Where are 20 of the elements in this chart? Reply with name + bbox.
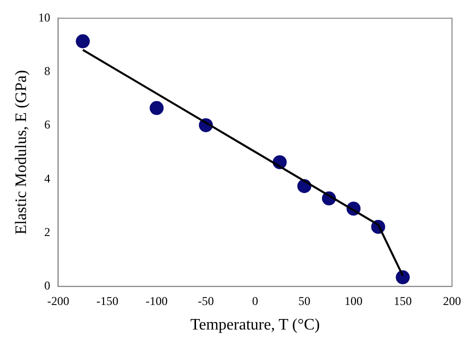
x-tick-label: 150 (394, 294, 412, 308)
x-tick-label: -150 (96, 294, 118, 308)
y-tick-label: 4 (44, 171, 50, 186)
x-tick-label: 200 (443, 294, 461, 308)
y-tick-label: 10 (38, 10, 50, 24)
y-tick-label: 6 (44, 118, 50, 132)
point (76, 34, 90, 48)
x-tick-label: -100 (146, 294, 168, 308)
point (150, 101, 164, 116)
x-tick-label: 100 (344, 294, 363, 308)
x-axis-title: Temperature, T (°C) (190, 316, 320, 334)
y-axis-title: Elastic Modulus, E (GPa) (12, 70, 30, 235)
x-tick-label: -200 (47, 294, 70, 308)
x-tick-label: -50 (198, 294, 214, 308)
y-tick-label: 8 (44, 64, 50, 78)
x-tick-label: 50 (298, 294, 310, 308)
y-tick-label: 0 (44, 278, 50, 293)
x-tick-label: 0 (252, 294, 258, 308)
y-tick-label: 2 (44, 224, 50, 239)
point (396, 270, 410, 284)
